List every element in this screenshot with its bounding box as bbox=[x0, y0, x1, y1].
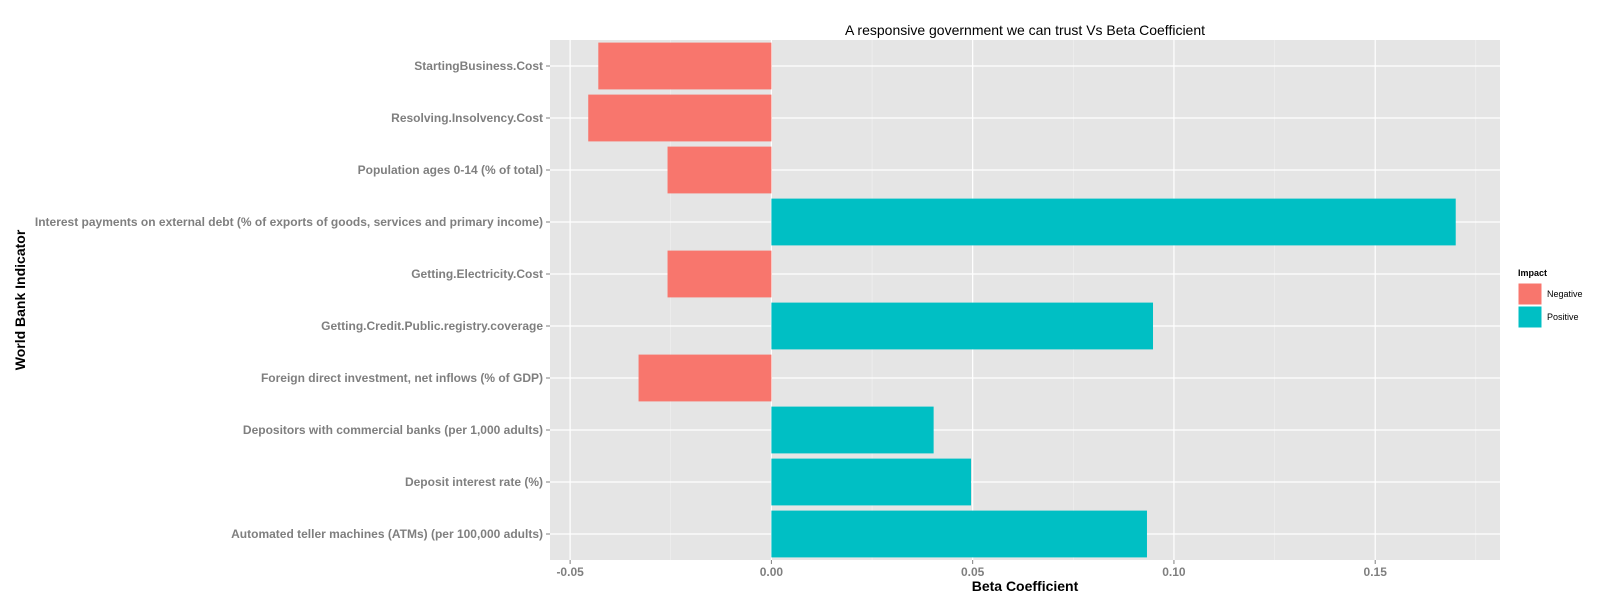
x-tick-label: 0.10 bbox=[1162, 565, 1186, 579]
category-label: Interest payments on external debt (% of… bbox=[35, 215, 543, 229]
bar bbox=[588, 94, 772, 142]
bar bbox=[771, 510, 1147, 558]
bar bbox=[771, 458, 972, 506]
category-label: Getting.Electricity.Cost bbox=[411, 267, 543, 281]
legend: Impact Negative Positive bbox=[1517, 268, 1583, 329]
x-axis-title: Beta Coefficient bbox=[972, 578, 1079, 594]
legend-swatch-negative bbox=[1517, 282, 1543, 306]
chart-title: A responsive government we can trust Vs … bbox=[845, 22, 1205, 38]
x-axis-ticks: -0.05 0.00 0.05 0.10 0.15 bbox=[556, 560, 1387, 579]
bar bbox=[667, 146, 772, 194]
bar bbox=[638, 354, 772, 402]
x-tick-label: 0.00 bbox=[760, 565, 784, 579]
x-tick-label: 0.05 bbox=[961, 565, 985, 579]
bar bbox=[667, 250, 772, 298]
category-label: Foreign direct investment, net inflows (… bbox=[261, 371, 543, 385]
legend-title: Impact bbox=[1518, 268, 1547, 278]
x-tick-label: 0.15 bbox=[1364, 565, 1388, 579]
y-axis-ticks: StartingBusiness.Cost Resolving.Insolvenc… bbox=[35, 59, 550, 541]
bar bbox=[598, 42, 772, 90]
category-label: Deposit interest rate (%) bbox=[405, 475, 543, 489]
category-label: StartingBusiness.Cost bbox=[414, 59, 543, 73]
grid-lines bbox=[550, 40, 1500, 560]
category-label: Automated teller machines (ATMs) (per 10… bbox=[231, 527, 543, 541]
bar bbox=[771, 198, 1456, 246]
legend-label-negative: Negative bbox=[1547, 289, 1583, 299]
category-label: Depositors with commercial banks (per 1,… bbox=[243, 423, 543, 437]
legend-label-positive: Positive bbox=[1547, 312, 1579, 322]
bars bbox=[588, 42, 1456, 558]
category-label: Population ages 0-14 (% of total) bbox=[358, 163, 543, 177]
category-label: Getting.Credit.Public.registry.coverage bbox=[321, 319, 543, 333]
category-label: Resolving.Insolvency.Cost bbox=[391, 111, 543, 125]
bar bbox=[771, 406, 934, 454]
bar bbox=[771, 302, 1154, 350]
x-tick-label: -0.05 bbox=[556, 565, 584, 579]
y-axis-title: World Bank Indicator bbox=[12, 229, 28, 370]
legend-swatch-positive bbox=[1517, 305, 1543, 329]
